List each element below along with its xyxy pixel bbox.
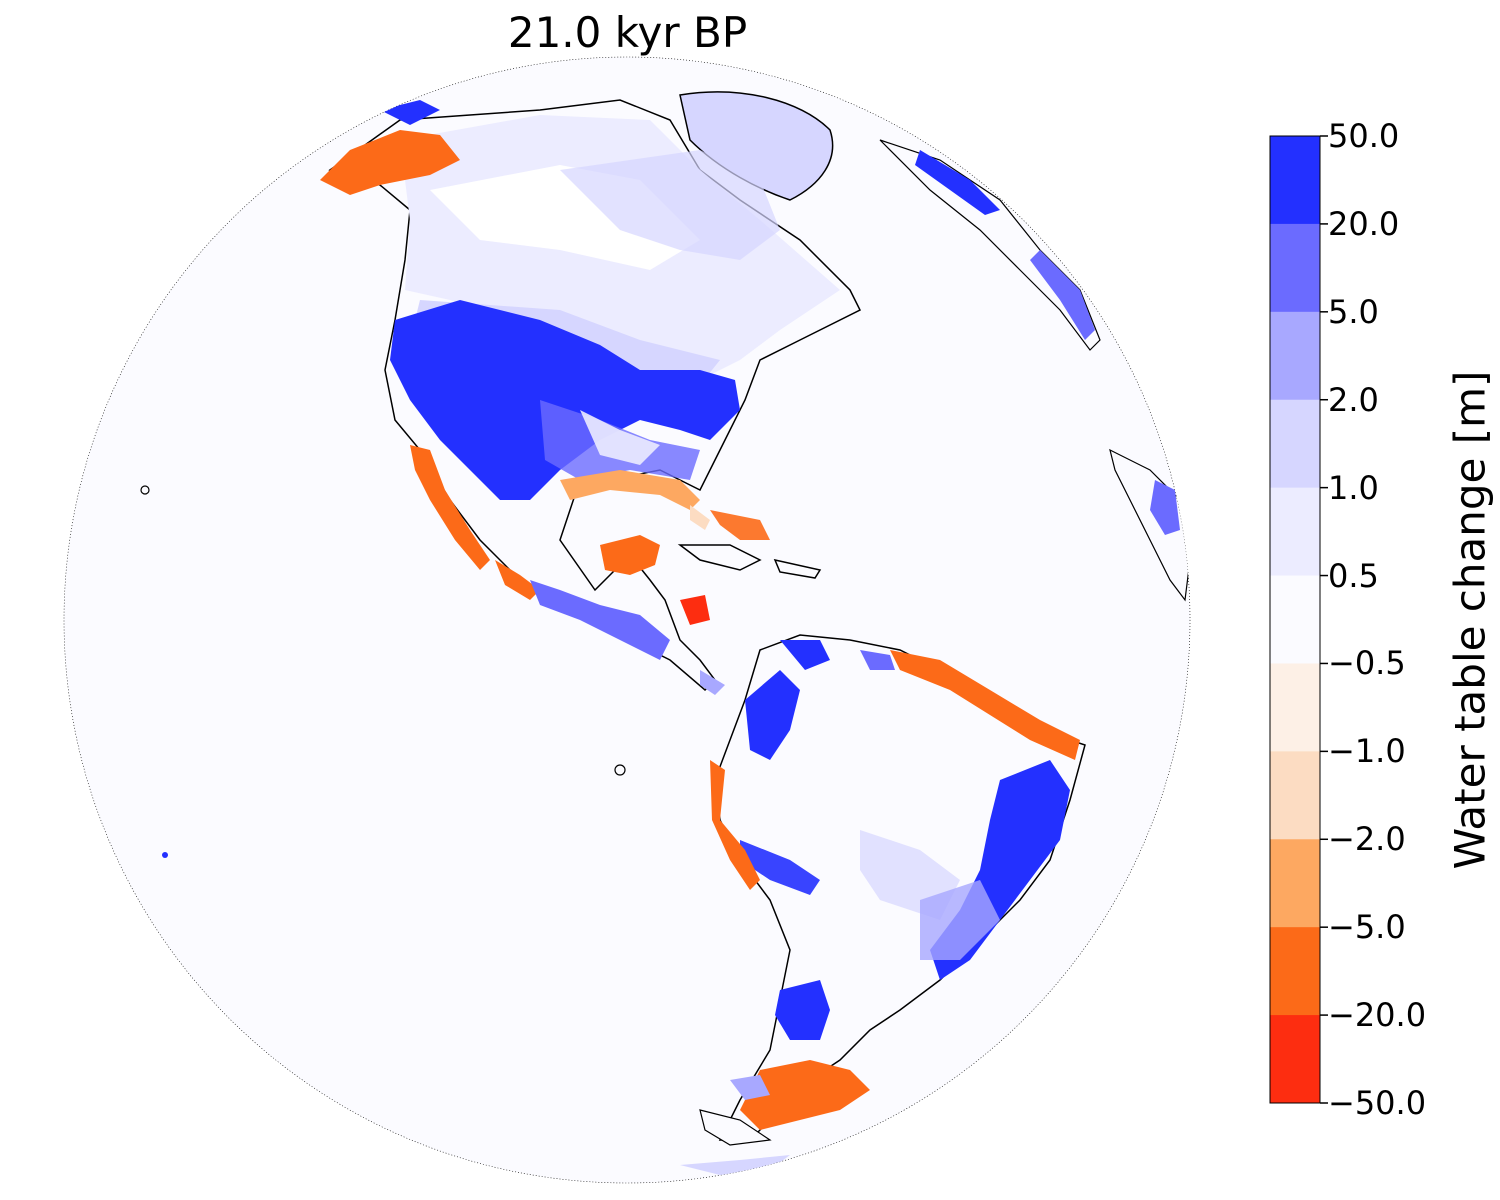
colorbar-tick-label: −2.0 [1328, 820, 1406, 859]
colorbar-bin [1270, 223, 1320, 313]
colorbar-bin [1270, 751, 1320, 840]
colorbar-tick-label: −50.0 [1328, 1084, 1427, 1122]
patagonia-decline [740, 1060, 870, 1130]
colorbar-tick-label: 2.0 [1328, 380, 1379, 419]
colorbar-bin [1270, 136, 1320, 225]
colorbar-tick-label: −20.0 [1328, 996, 1427, 1035]
colorbar-bin [1270, 1015, 1320, 1104]
colorbar-bin [1270, 399, 1320, 489]
colorbar [1269, 135, 1328, 1104]
colorbar-tick-label: −1.0 [1328, 732, 1406, 771]
map-fields [140, 70, 1190, 1175]
colorbar-bin [1270, 927, 1320, 1016]
colorbar-tick-label: −5.0 [1328, 908, 1406, 947]
colorbar-bin [1270, 663, 1320, 752]
colorbar-frame [1269, 135, 1321, 1104]
colorbar-bin [1270, 575, 1320, 664]
colorbar-tick-label: 5.0 [1328, 292, 1379, 331]
colorbar-title: Water table change [m] [1445, 370, 1495, 870]
colorbar-tick-label: 1.0 [1328, 468, 1379, 507]
colorbar-tick-label: 0.5 [1328, 556, 1379, 595]
colorbar-bin [1270, 839, 1320, 928]
colorbar-tick-label: −0.5 [1328, 644, 1406, 683]
colorbar-tick-label: 20.0 [1328, 204, 1400, 243]
alaska-decline [320, 130, 460, 195]
colorbar-tick-label: 50.0 [1328, 117, 1400, 155]
map-title: 21.0 kyr BP [507, 8, 748, 57]
north-america-rise-region [390, 300, 740, 500]
gulf-coast-decline [560, 470, 700, 510]
colorbar-bin [1270, 311, 1320, 401]
north-coast-decline [890, 650, 1080, 760]
colorbar-bin [1270, 487, 1320, 577]
